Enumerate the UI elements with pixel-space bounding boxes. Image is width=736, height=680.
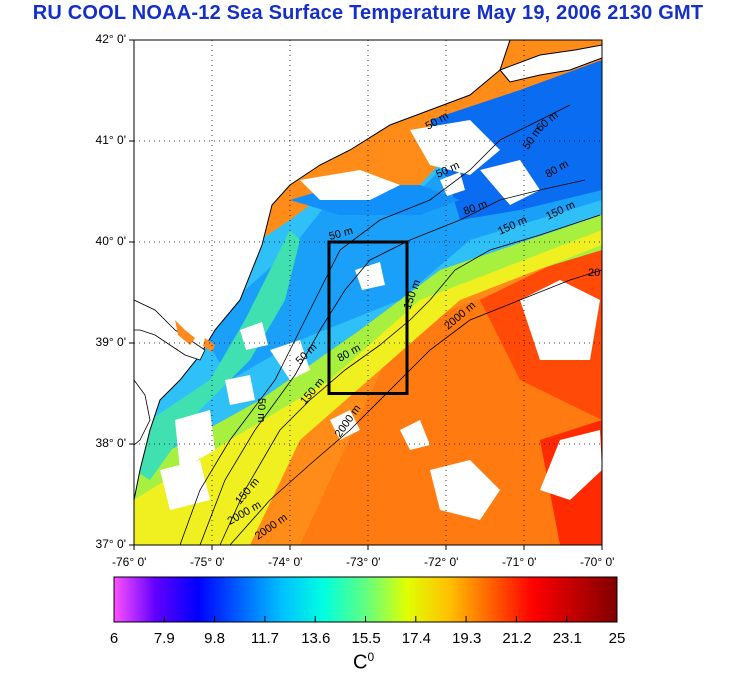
colorbar-tick-label: 6 (109, 630, 119, 647)
colorbar-tick-label: 19.3 (452, 630, 482, 647)
axis-ticks (129, 39, 603, 550)
lon-label: -75° 0' (190, 555, 225, 569)
colorbar-tick-label: 9.8 (204, 630, 226, 647)
contour-80m (199, 179, 586, 546)
lon-label: -73° 0' (346, 555, 381, 569)
lat-label: 38° 0' (95, 436, 126, 450)
study-area-box (327, 240, 409, 395)
lon-label: -72° 0' (424, 555, 459, 569)
bathymetry-contours (179, 104, 603, 546)
colorbar-unit: C0 (353, 650, 374, 675)
graticule (134, 40, 602, 545)
lon-label: -70° 0' (580, 555, 615, 569)
colorbar-tick-label: 13.6 (301, 630, 331, 647)
lat-label: 39° 0' (95, 335, 126, 349)
lon-label: -71° 0' (502, 555, 537, 569)
lon-label: -76° 0' (112, 555, 147, 569)
contour-label: 20 (588, 267, 600, 279)
contour-50m (179, 104, 571, 546)
lon-label: -74° 0' (268, 555, 303, 569)
colorbar-tick-label: 11.7 (250, 630, 279, 647)
colorbar-tick-label: 17.4 (401, 630, 431, 647)
colorbar-tick-label: 15.5 (351, 630, 381, 647)
colorbar-tick-label: 21.2 (502, 630, 532, 647)
colorbar-tick-label: 7.9 (153, 630, 175, 647)
contour-2000m (229, 269, 603, 546)
colorbar-tick-label: 25 (608, 630, 626, 647)
lat-label: 42° 0' (95, 32, 126, 46)
lat-label: 41° 0' (95, 133, 126, 147)
colorbar-ticks (113, 616, 618, 622)
unit-letter: C (353, 651, 368, 674)
contour-label: 50 m (255, 398, 267, 422)
colorbar-tick-label: 23.1 (552, 630, 582, 647)
contour-150m (219, 214, 601, 546)
unit-superscript: 0 (367, 650, 375, 664)
map-title: RU COOL NOAA-12 Sea Surface Temperature … (32, 2, 704, 24)
colorbar (113, 576, 618, 623)
lat-label: 40° 0' (95, 234, 126, 248)
lat-label: 37° 0' (95, 537, 126, 551)
